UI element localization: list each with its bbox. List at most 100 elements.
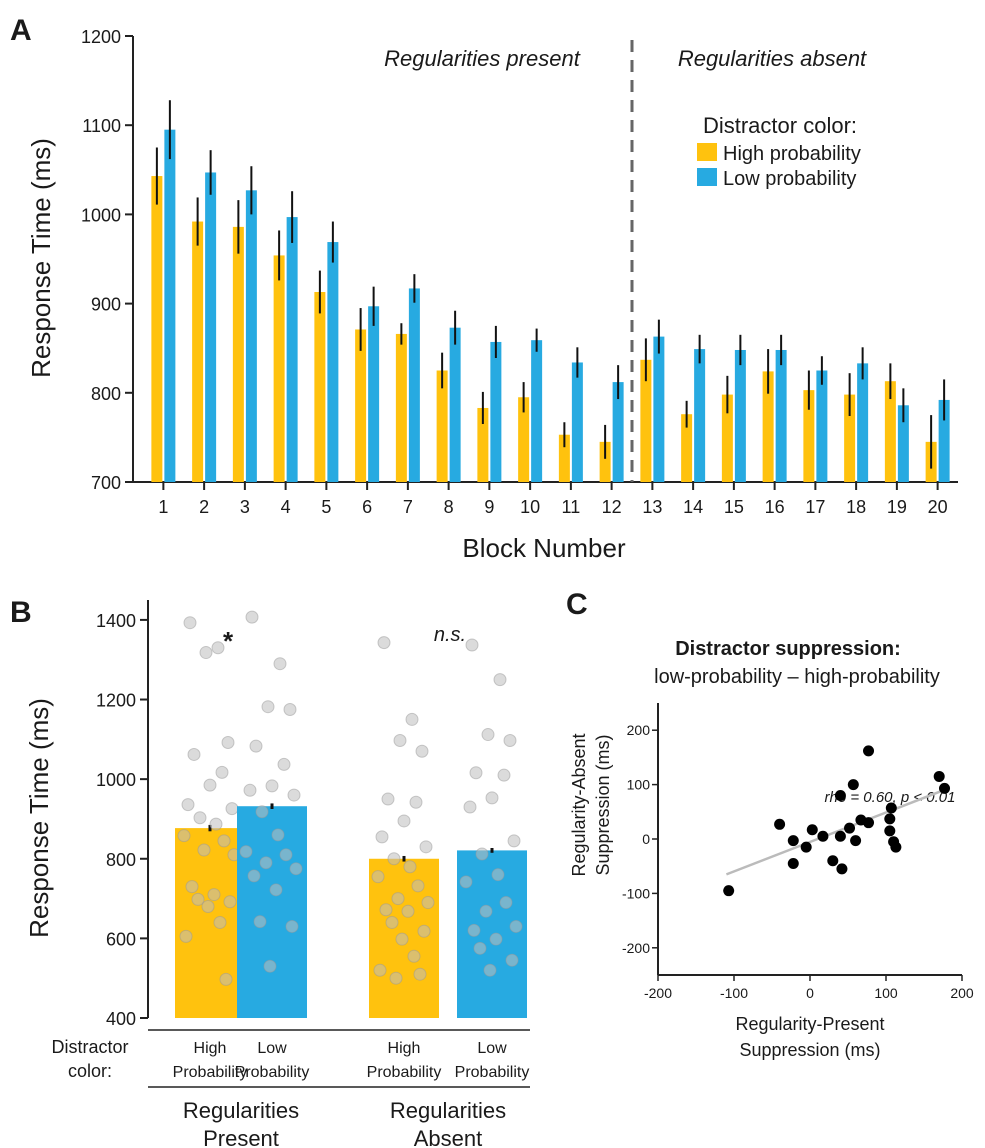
participant-dot [259, 856, 273, 870]
panel-c-x-tick-label: 100 [874, 985, 898, 1001]
bar-high-block-5 [314, 292, 326, 482]
scatter-point [890, 841, 902, 853]
panel-c-x-axis-label-line: Regularity-Present [735, 1014, 884, 1034]
panel-a-y-tick-label: 800 [91, 384, 121, 404]
participant-dot [415, 744, 429, 758]
panel-a-y-tick-label: 700 [91, 473, 121, 493]
bar-label-line: Probability [235, 1064, 310, 1081]
group-label-line: Regularities [390, 1098, 506, 1123]
participant-dot [207, 888, 221, 902]
group-label-line: Present [203, 1126, 279, 1148]
bar-high-block-19 [884, 381, 896, 482]
participant-dot [277, 757, 291, 771]
participant-dot [483, 963, 497, 977]
panel-c-x-tick-label: -100 [720, 985, 748, 1001]
participant-dot [403, 860, 417, 874]
scatter-point [787, 857, 799, 869]
legend-swatch-high [697, 143, 717, 161]
participant-dot [503, 734, 517, 748]
panel-c-x-tick-label: 200 [950, 985, 974, 1001]
bar-low-block-6 [368, 306, 380, 482]
bar-high-block-16 [762, 371, 774, 482]
participant-dot [409, 795, 423, 809]
bar-low-block-13 [653, 336, 665, 482]
bar-high-block-3 [232, 226, 244, 482]
panel-b-y-tick-label: 400 [106, 1009, 136, 1029]
participant-dot [373, 963, 387, 977]
participant-dot [401, 904, 415, 918]
bar-low-block-11 [571, 362, 583, 482]
participant-dot [245, 610, 259, 624]
panel-a-x-tick-label: 5 [321, 497, 331, 517]
participant-dot [223, 895, 237, 909]
panel-a-x-tick-label: 3 [240, 497, 250, 517]
panel-letter-c: C [566, 588, 588, 621]
participant-dot [249, 739, 263, 753]
participant-dot [179, 929, 193, 943]
participant-dot [407, 949, 421, 963]
bar-low-block-4 [286, 217, 298, 483]
panel-b-y-tick-label: 600 [106, 929, 136, 949]
participant-dot [375, 830, 389, 844]
panel-c-y-tick-label: -100 [622, 885, 650, 901]
panel-c-chart: C Distractor suppression: low-probabilit… [566, 588, 974, 1060]
participant-dot [465, 638, 479, 652]
bar-high-block-2 [192, 221, 204, 482]
bar-high-block-13 [640, 359, 652, 482]
bar-low-block-18 [857, 363, 869, 482]
participant-dot [505, 953, 519, 967]
participant-dot [269, 883, 283, 897]
participant-dot [187, 747, 201, 761]
participant-dot [485, 791, 499, 805]
significance-star: * [223, 626, 234, 656]
participant-dot [253, 915, 267, 929]
participant-dot [263, 959, 277, 973]
section-label-present: Regularities present [384, 46, 581, 71]
participant-dot [177, 829, 191, 843]
bar-high-block-12 [599, 441, 611, 482]
scatter-point [836, 863, 848, 875]
panel-a-y-tick-label: 900 [91, 295, 121, 315]
group-label-line: Regularities [183, 1098, 299, 1123]
participant-dot [183, 616, 197, 630]
bar-low-block-16 [775, 349, 787, 482]
scatter-point [787, 835, 799, 847]
panel-a-y-tick-label: 1100 [82, 116, 121, 136]
participant-dot [469, 766, 483, 780]
participant-dot [481, 728, 495, 742]
panel-b-y-tick-label: 800 [106, 850, 136, 870]
bar-label-line: Low [257, 1040, 287, 1057]
participant-dot [201, 900, 215, 914]
scatter-point [844, 822, 856, 834]
bar-low-block-7 [408, 288, 420, 482]
panel-c-y-tick-label: -200 [622, 940, 650, 956]
panel-c-y-tick-label: 0 [642, 831, 650, 847]
panel-a-x-tick-label: 1 [158, 497, 168, 517]
bar-high-block-14 [681, 414, 693, 482]
bar-label-line: Probability [173, 1064, 248, 1081]
distractor-color-row-label-line: Distractor [51, 1037, 128, 1057]
scatter-point [933, 770, 945, 782]
participant-dot [211, 641, 225, 655]
participant-dot [199, 646, 213, 660]
panel-a-x-tick-label: 16 [765, 497, 785, 517]
panel-c-y-axis-label-line: Regularity-Absent [569, 733, 589, 876]
panel-a-y-axis-label: Response Time (ms) [26, 138, 56, 378]
bar-high-block-17 [803, 390, 815, 482]
bar-label-line: Probability [455, 1064, 530, 1081]
scatter-point [939, 782, 951, 794]
participant-dot [203, 778, 217, 792]
participant-dot [273, 657, 287, 671]
participant-dot [405, 712, 419, 726]
participant-dot [219, 972, 233, 986]
panel-b-y-tick-label: 1200 [96, 691, 136, 711]
panel-b-y-tick-label: 1000 [96, 770, 136, 790]
panel-a-x-tick-label: 14 [683, 497, 703, 517]
scatter-point [884, 825, 896, 837]
bar-high-block-15 [721, 394, 733, 482]
participant-dot [185, 880, 199, 894]
bar-low-block-5 [327, 242, 339, 482]
participant-dot [239, 845, 253, 859]
scatter-point [800, 841, 812, 853]
participant-dot [489, 932, 503, 946]
